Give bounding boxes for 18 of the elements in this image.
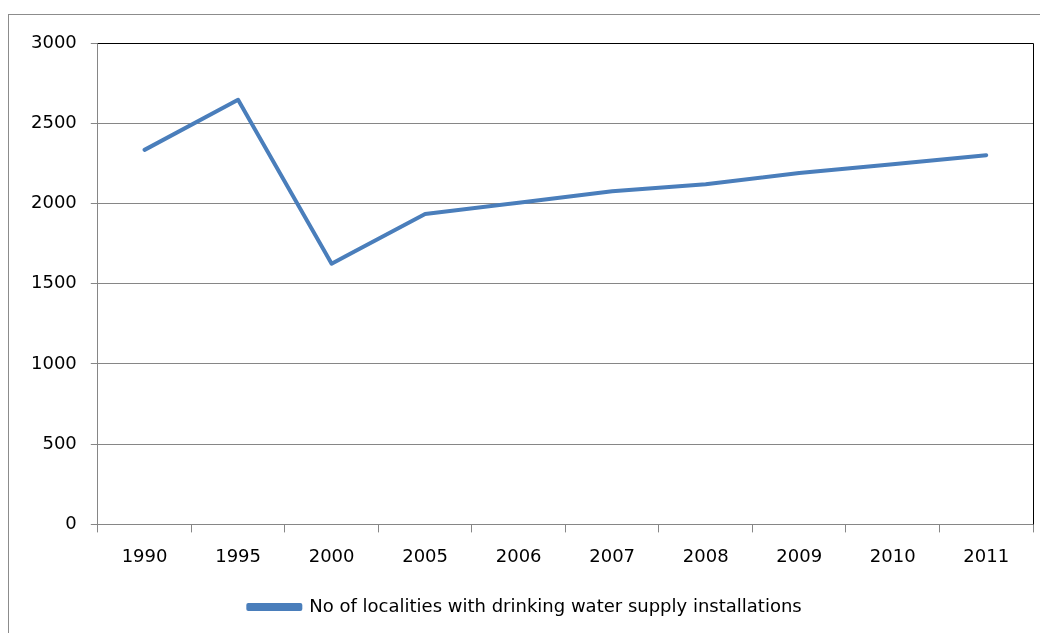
x-tick-label: 2006 (495, 544, 542, 566)
x-tick-label: 2000 (308, 544, 355, 566)
y-tick-label: 1500 (31, 271, 77, 293)
x-tick-label: 1990 (121, 544, 168, 566)
y-tick-label: 2000 (31, 191, 77, 213)
y-tick-label: 2500 (31, 110, 77, 132)
x-tick-label: 2008 (682, 544, 729, 566)
x-tick-label: 2011 (963, 544, 1010, 566)
legend-label: No of localities with drinking water supply installations (309, 594, 802, 616)
y-tick-label: 1000 (31, 351, 77, 373)
y-tick-label: 3000 (31, 30, 77, 52)
x-tick-label: 2010 (869, 544, 916, 566)
x-tick-label: 2009 (776, 544, 823, 566)
y-tick-label: 0 (65, 512, 77, 534)
x-tick-label: 1995 (215, 544, 261, 566)
x-tick-label: 2007 (589, 544, 636, 566)
y-tick-label: 500 (42, 431, 77, 453)
x-tick-label: 2005 (402, 544, 449, 566)
